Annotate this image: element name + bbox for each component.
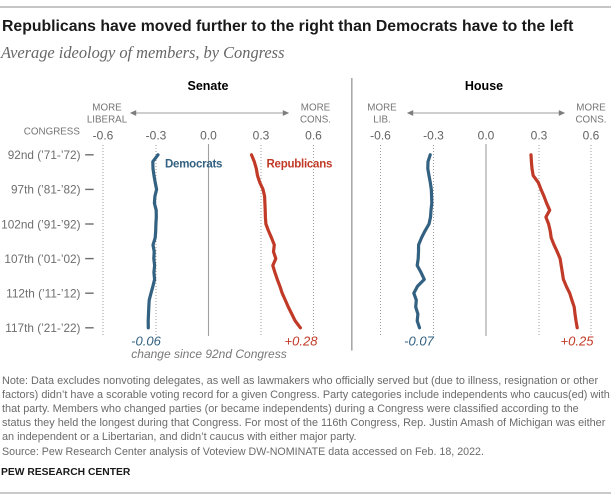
svg-text:-0.6: -0.6 xyxy=(93,128,114,142)
svg-text:-0.06: -0.06 xyxy=(131,334,161,349)
svg-text:CONS.: CONS. xyxy=(300,114,331,125)
svg-text:0.0: 0.0 xyxy=(478,128,495,142)
svg-text:-0.3: -0.3 xyxy=(146,128,167,142)
svg-text:0.6: 0.6 xyxy=(583,128,600,142)
svg-text:LIB.: LIB. xyxy=(373,114,390,125)
svg-text:97th (’81-’82): 97th (’81-’82) xyxy=(11,183,81,197)
svg-text:0.0: 0.0 xyxy=(200,128,217,142)
svg-text:112th (’11-’12): 112th (’11-’12) xyxy=(6,287,80,301)
svg-text:MORE: MORE xyxy=(576,103,606,114)
svg-text:LIBERAL: LIBERAL xyxy=(87,114,128,125)
svg-text:CONGRESS: CONGRESS xyxy=(24,127,81,138)
svg-text:-0.6: -0.6 xyxy=(370,128,391,142)
svg-text:MORE: MORE xyxy=(301,103,331,114)
svg-text:-0.07: -0.07 xyxy=(404,334,434,349)
svg-text:107th (’01-’02): 107th (’01-’02) xyxy=(4,252,80,266)
svg-text:Democrats: Democrats xyxy=(165,158,222,170)
svg-text:MORE: MORE xyxy=(367,103,397,114)
svg-text:CONS.: CONS. xyxy=(575,114,606,125)
svg-text:-0.3: -0.3 xyxy=(423,128,444,142)
svg-text:Republicans: Republicans xyxy=(267,158,333,170)
svg-text:+0.28: +0.28 xyxy=(285,334,319,349)
svg-text:0.3: 0.3 xyxy=(253,128,270,142)
svg-text:92nd (’71-’72): 92nd (’71-’72) xyxy=(8,148,81,162)
svg-text:0.3: 0.3 xyxy=(531,128,548,142)
svg-text:102nd (’91-’92): 102nd (’91-’92) xyxy=(1,217,80,231)
svg-text:change since 92nd Congress: change since 92nd Congress xyxy=(131,347,286,361)
svg-text:House: House xyxy=(465,79,503,93)
svg-text:0.6: 0.6 xyxy=(305,128,322,142)
svg-text:Senate: Senate xyxy=(188,79,229,93)
svg-text:117th (’21-’22): 117th (’21-’22) xyxy=(5,321,80,335)
svg-text:MORE: MORE xyxy=(92,103,122,114)
svg-text:+0.25: +0.25 xyxy=(561,334,595,349)
